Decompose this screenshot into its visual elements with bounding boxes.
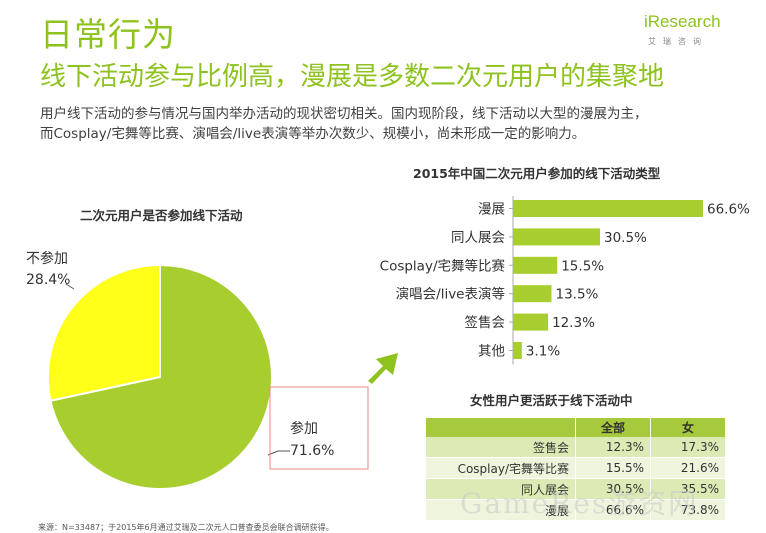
table-row: 漫展 66.6% 73.8% <box>426 499 726 521</box>
bar-value-label: 12.3% <box>552 315 595 331</box>
pie-slice-not-participate <box>47 263 161 402</box>
bar-value-label: 3.1% <box>526 344 560 360</box>
pie-value-not-participate: 28.4% <box>26 272 71 288</box>
table-header-cell: 全部 <box>575 418 651 437</box>
source-note: 来源：N=33487；于2015年6月通过艾瑞及二次元人口普查委员会联合调研获得… <box>38 523 334 532</box>
bar-value-label: 15.5% <box>561 258 604 274</box>
female-activity-table: 全部 女 签售会 12.3% 17.3% Cosplay/宅舞等比赛 15.5%… <box>426 418 726 521</box>
pie-chart <box>47 263 290 490</box>
pie-chart-title: 二次元用户是否参加线下活动 <box>80 208 243 223</box>
table-header-cell <box>426 418 576 437</box>
watermark: GameRes游资网 <box>460 487 699 520</box>
table-cell-all: 12.3% <box>575 437 651 458</box>
table-cell-category: 同人展会 <box>426 478 576 500</box>
pie-label-participate: 参加 <box>290 421 318 437</box>
table-row: Cosplay/宅舞等比赛 15.5% 21.6% <box>426 457 726 479</box>
bar-chart-title: 2015年中国二次元用户参加的线下活动类型 <box>413 166 661 181</box>
bar-value-label: 13.5% <box>556 287 599 303</box>
bar-category-label: 演唱会/live表演等 <box>396 286 505 303</box>
table-cell-female: 73.8% <box>650 499 726 521</box>
table-cell-category: Cosplay/宅舞等比赛 <box>426 457 576 479</box>
table-row: 签售会 12.3% 17.3% <box>426 437 726 458</box>
bar-category-label: 其他 <box>478 344 505 360</box>
pie-slice-participate <box>49 263 273 490</box>
description-line-1: 用户线下活动的参与情况与国内举办活动的现状密切相关。国内现阶段，线下活动以大型的… <box>40 106 648 122</box>
arrow-icon <box>368 353 398 384</box>
bar-category-label: Cosplay/宅舞等比赛 <box>380 257 506 274</box>
pie-leader-line <box>65 283 75 290</box>
bar-value-label: 30.5% <box>604 230 647 246</box>
bar-category-label: 漫展 <box>478 202 505 218</box>
highlight-box <box>269 386 369 470</box>
table-cell-all: 15.5% <box>575 457 651 479</box>
bar-chart: 漫展 66.6% 同人展会 30.5% Cosplay/宅舞等比赛 15.5% 演唱会/li… <box>380 196 750 365</box>
table-cell-category: 漫展 <box>426 499 576 521</box>
bar <box>513 256 558 274</box>
page-title: 日常行为 <box>40 15 176 54</box>
table-header-row: 全部 女 <box>426 418 726 437</box>
logo-text: iResearch <box>644 12 721 31</box>
bar <box>513 200 703 217</box>
table-cell-all: 30.5% <box>575 478 651 500</box>
table-cell-female: 35.5% <box>650 478 726 500</box>
iresearch-logo: iResearch 艾瑞咨询 <box>640 10 721 50</box>
table-cell-category: 签售会 <box>426 437 576 458</box>
bar-value-label: 66.6% <box>707 202 750 218</box>
table-title: 女性用户更活跃于线下活动中 <box>470 393 633 408</box>
bar <box>513 285 552 303</box>
bar-category-label: 签售会 <box>465 314 506 331</box>
bar <box>513 228 601 246</box>
table-cell-female: 21.6% <box>650 457 726 479</box>
pie-label-not-participate: 不参加 <box>26 251 68 267</box>
pie-leader-line <box>267 450 290 456</box>
pie-value-participate: 71.6% <box>290 443 335 459</box>
table-header-cell: 女 <box>650 418 726 437</box>
table-row: 同人展会 30.5% 35.5% <box>426 478 726 500</box>
table-cell-all: 66.6% <box>575 499 651 521</box>
page-subtitle: 线下活动参与比例高，漫展是多数二次元用户的集聚地 <box>40 62 665 92</box>
bar <box>513 313 549 331</box>
description-line-2: 而Cosplay/宅舞等比赛、演唱会/live表演等举办次数少、规模小，尚未形成… <box>40 126 586 142</box>
table-cell-female: 17.3% <box>650 437 726 458</box>
bar <box>513 342 522 359</box>
logo-subtext: 艾瑞咨询 <box>648 37 708 46</box>
bar-category-label: 同人展会 <box>451 230 505 246</box>
